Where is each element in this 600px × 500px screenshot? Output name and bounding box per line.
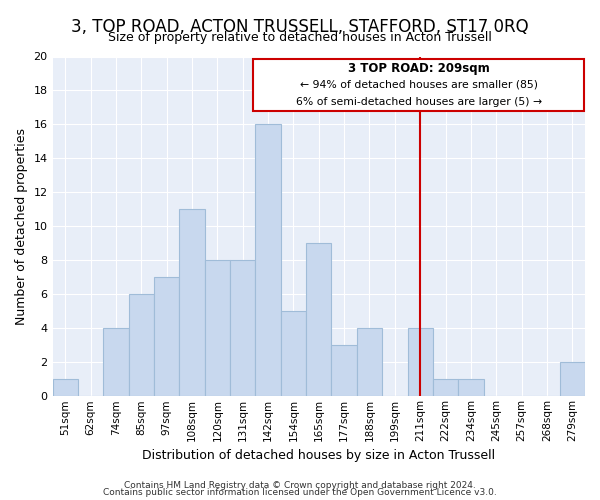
Bar bbox=[407, 328, 433, 396]
Bar bbox=[357, 328, 382, 396]
Text: Contains public sector information licensed under the Open Government Licence v3: Contains public sector information licen… bbox=[103, 488, 497, 497]
Bar bbox=[256, 124, 281, 396]
X-axis label: Distribution of detached houses by size in Acton Trussell: Distribution of detached houses by size … bbox=[142, 450, 496, 462]
Bar bbox=[128, 294, 154, 396]
Text: 3, TOP ROAD, ACTON TRUSSELL, STAFFORD, ST17 0RQ: 3, TOP ROAD, ACTON TRUSSELL, STAFFORD, S… bbox=[71, 18, 529, 36]
Bar bbox=[230, 260, 256, 396]
Text: ← 94% of detached houses are smaller (85): ← 94% of detached houses are smaller (85… bbox=[299, 80, 538, 90]
FancyBboxPatch shape bbox=[253, 59, 584, 111]
Bar bbox=[281, 312, 306, 396]
Bar bbox=[205, 260, 230, 396]
Bar bbox=[306, 244, 331, 396]
Text: 3 TOP ROAD: 209sqm: 3 TOP ROAD: 209sqm bbox=[348, 62, 490, 75]
Bar bbox=[560, 362, 585, 396]
Bar bbox=[179, 210, 205, 396]
Bar bbox=[433, 380, 458, 396]
Y-axis label: Number of detached properties: Number of detached properties bbox=[15, 128, 28, 325]
Bar bbox=[458, 380, 484, 396]
Text: Size of property relative to detached houses in Acton Trussell: Size of property relative to detached ho… bbox=[108, 31, 492, 44]
Text: Contains HM Land Registry data © Crown copyright and database right 2024.: Contains HM Land Registry data © Crown c… bbox=[124, 480, 476, 490]
Bar bbox=[154, 278, 179, 396]
Bar bbox=[53, 380, 78, 396]
Bar bbox=[331, 346, 357, 397]
Text: 6% of semi-detached houses are larger (5) →: 6% of semi-detached houses are larger (5… bbox=[296, 96, 542, 106]
Bar bbox=[103, 328, 128, 396]
